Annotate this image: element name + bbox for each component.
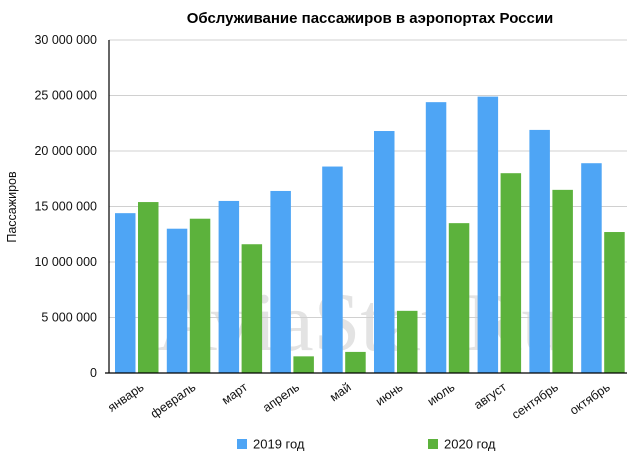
- legend-label: 2020 год: [444, 437, 496, 452]
- legend: 2019 год 2020 год: [237, 437, 496, 452]
- x-tick-label: июль: [425, 380, 458, 409]
- bar-2020-9: [552, 189, 573, 373]
- bar-2020-5: [345, 351, 366, 373]
- bar-2019-7: [425, 102, 447, 373]
- x-tick-label: июнь: [373, 380, 405, 409]
- x-tick-label: февраль: [148, 380, 198, 421]
- y-axis-label: Пассажиров: [5, 171, 19, 243]
- bar-2020-1: [138, 202, 159, 373]
- bars: [115, 96, 625, 374]
- y-tick-label: 0: [90, 366, 97, 380]
- chart-title: Обслуживание пассажиров в аэропортах Рос…: [187, 10, 554, 27]
- bar-2019-9: [529, 129, 550, 373]
- x-tick-label: август: [471, 380, 509, 412]
- bar-2020-2: [189, 218, 211, 373]
- bar-2019-10: [581, 163, 602, 373]
- bar-2019-6: [374, 131, 395, 373]
- bar-2019-5: [322, 166, 343, 373]
- legend-label: 2019 год: [253, 437, 305, 452]
- x-tick-label: октябрь: [567, 380, 612, 418]
- bar-2019-4: [270, 190, 291, 373]
- bar-2019-2: [166, 228, 188, 373]
- x-tick-label: март: [219, 380, 250, 408]
- y-tick-label: 25 000 000: [34, 89, 97, 103]
- legend-swatch: [428, 439, 438, 449]
- bar-2019-8: [477, 96, 499, 374]
- bar-2020-6: [397, 310, 418, 373]
- bar-2020-4: [293, 356, 314, 373]
- bar-2019-1: [115, 213, 136, 373]
- bar-2020-10: [604, 232, 625, 373]
- bar-2020-8: [500, 173, 522, 373]
- x-tick-label: май: [327, 380, 353, 404]
- y-axis-ticks: 0 5 000 000 10 000 000 15 000 000 20 000 000…: [34, 33, 97, 380]
- x-axis-ticks: январь февраль март апрель май июнь июль август…: [105, 380, 612, 422]
- y-tick-label: 5 000 000: [41, 311, 97, 325]
- x-tick-label: январь: [105, 380, 146, 415]
- legend-swatch: [237, 439, 247, 449]
- axes: [105, 40, 627, 374]
- y-tick-label: 30 000 000: [34, 33, 97, 47]
- y-tick-label: 20 000 000: [34, 144, 97, 158]
- x-tick-label: апрель: [260, 380, 302, 415]
- bar-2020-7: [448, 223, 470, 373]
- y-tick-label: 10 000 000: [34, 255, 97, 269]
- bar-2019-3: [218, 200, 240, 373]
- y-tick-label: 15 000 000: [34, 200, 97, 214]
- x-tick-label: сентябрь: [509, 380, 561, 422]
- bar-2020-3: [241, 244, 263, 373]
